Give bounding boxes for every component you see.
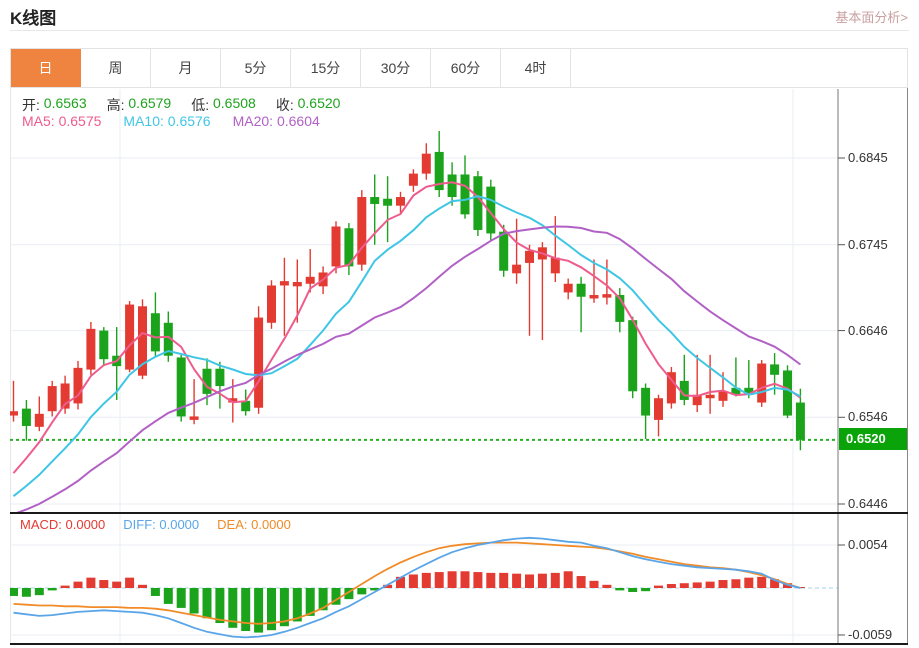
header-divider: [10, 30, 909, 31]
dea-readout: DEA: 0.0000: [217, 517, 291, 532]
tab-4hour[interactable]: 4时: [501, 49, 571, 87]
price-axis-label: 0.6546: [848, 409, 888, 425]
tab-label: 日: [38, 60, 53, 76]
macd-readout: MACD: 0.0000: [20, 517, 105, 532]
tab-month[interactable]: 月: [151, 49, 221, 87]
diff-line: [13, 536, 801, 639]
close-readout: 收: 0.6520: [276, 95, 341, 115]
ohlc-row: 开: 0.6563 高: 0.6579 低: 0.6508 收: 0.6520: [22, 95, 340, 115]
fundamental-analysis-link[interactable]: 基本面分析>: [835, 10, 908, 25]
ma5-value: 0.6575: [54, 113, 102, 129]
ma10-value: 0.6576: [163, 113, 211, 129]
macd-axis-label: -0.0059: [848, 626, 893, 642]
tab-5min[interactable]: 5分: [221, 49, 291, 87]
tab-label: 5分: [244, 60, 267, 76]
tab-label: 30分: [380, 60, 411, 76]
tab-30min[interactable]: 30分: [361, 49, 431, 87]
tab-label: 周: [108, 60, 123, 76]
low-value: 0.6508: [209, 95, 256, 111]
macd-histogram: [10, 571, 805, 633]
chart-border-left: [10, 88, 11, 645]
ma10-readout: MA10: 0.6576: [123, 113, 210, 129]
low-readout: 低: 0.6508: [191, 95, 256, 115]
ma5-label: MA5:: [22, 113, 55, 129]
low-label: 低:: [191, 97, 210, 113]
price-axis-label: 0.6845: [848, 150, 888, 165]
diff-readout: DIFF: 0.0000: [123, 517, 199, 532]
current-price-value: 0.6520: [846, 431, 886, 446]
macd-legend-row: MACD: 0.0000 DIFF: 0.0000 DEA: 0.0000: [20, 517, 291, 532]
ma20-line: [13, 225, 801, 513]
macd-lines: [13, 536, 801, 639]
ma20-readout: MA20: 0.6604: [233, 113, 320, 129]
ma20-label: MA20:: [232, 113, 274, 129]
dea-label: DEA:: [217, 517, 248, 532]
current-price-tag: 0.6520: [839, 428, 907, 450]
tab-label: 4时: [524, 60, 547, 76]
ma5-readout: MA5: 0.6575: [22, 113, 101, 129]
ma5-line: [12, 181, 801, 474]
tab-label: 60分: [450, 60, 481, 76]
candles: [10, 131, 805, 451]
open-readout: 开: 0.6563: [22, 95, 87, 115]
period-tab-bar: 日 周 月 5分 15分 30分 60分 4时: [10, 48, 908, 88]
dea-value: 0.0000: [247, 517, 291, 532]
tab-week[interactable]: 周: [81, 49, 151, 87]
diff-label: DIFF:: [123, 517, 156, 532]
diff-value: 0.0000: [155, 517, 200, 532]
tab-15min[interactable]: 15分: [291, 49, 361, 87]
tab-day[interactable]: 日: [11, 49, 81, 87]
tab-label: 月: [178, 60, 193, 76]
close-label: 收:: [275, 97, 294, 113]
open-value: 0.6563: [39, 95, 87, 111]
dea-line: [13, 541, 801, 625]
page-title: K线图: [10, 9, 57, 28]
macd-axis-label: 0.0054: [848, 536, 888, 552]
high-readout: 高: 0.6579: [107, 95, 172, 115]
price-axis-label: 0.6446: [848, 496, 888, 511]
high-label: 高:: [106, 97, 125, 113]
macd-value: 0.0000: [61, 517, 106, 532]
ma-lines: [12, 181, 801, 513]
chart-border-right: [907, 88, 908, 645]
ma-legend-row: MA5: 0.6575 MA10: 0.6576 MA20: 0.6604: [22, 113, 320, 129]
ma20-value: 0.6604: [273, 113, 320, 129]
price-axis-label: 0.6646: [848, 322, 888, 338]
macd-label: MACD:: [20, 517, 62, 532]
high-value: 0.6579: [124, 95, 172, 111]
ma10-line: [12, 195, 801, 497]
price-axis-label: 0.6745: [848, 236, 888, 252]
open-label: 开:: [22, 97, 40, 113]
ma10-label: MA10:: [123, 113, 164, 129]
tab-label: 15分: [310, 60, 341, 76]
close-value: 0.6520: [293, 95, 341, 111]
tab-60min[interactable]: 60分: [431, 49, 501, 87]
